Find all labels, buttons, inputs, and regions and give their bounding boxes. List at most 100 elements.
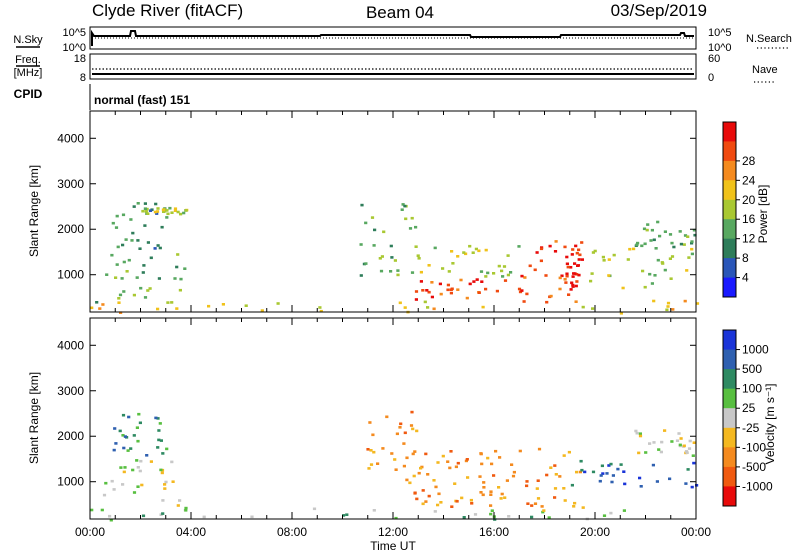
echo-cell [480, 462, 484, 466]
echo-cell [408, 481, 412, 485]
echo-cell [670, 440, 674, 443]
power-colorbar: 4 8 12 16 20 24 28 [722, 121, 756, 298]
echo-cell [146, 289, 150, 292]
echo-cell [683, 234, 688, 237]
echo-cell [692, 441, 696, 444]
echo-cell [369, 463, 374, 466]
echo-cell [571, 285, 575, 288]
y-tick-label: 4000 [57, 338, 84, 352]
echo-cell [609, 462, 613, 466]
echo-cell [430, 295, 434, 299]
echo-cell [221, 303, 225, 306]
echo-cell [342, 514, 346, 517]
echo-cell [411, 427, 415, 431]
echo-cell [389, 270, 393, 273]
echo-cell [115, 263, 119, 266]
echo-cell [695, 484, 699, 487]
echo-cell [411, 452, 415, 456]
colorbar-segment [723, 349, 736, 370]
echo-cell [433, 510, 437, 513]
echo-cell [635, 243, 639, 247]
echo-cell [425, 289, 429, 292]
echo-cell [499, 497, 503, 500]
echo-cell [695, 302, 700, 305]
echo-cell [369, 449, 373, 452]
echo-cell [607, 258, 611, 261]
y-tick-label: 3000 [57, 384, 84, 398]
echo-cell [131, 231, 135, 235]
echo-cell [573, 262, 577, 265]
echo-cell [138, 247, 142, 250]
echo-cell [612, 253, 616, 257]
echo-cell [547, 516, 551, 519]
echo-cell [402, 464, 406, 468]
colorbar-tick-label: 500 [742, 362, 762, 376]
echo-cell [484, 275, 488, 278]
echo-cell [450, 287, 454, 291]
echo-region [95, 253, 187, 304]
echo-cell [462, 251, 466, 254]
echo-cell [366, 448, 370, 451]
echo-cell [459, 278, 463, 282]
echo-cell [114, 226, 119, 229]
echo-cell [530, 504, 534, 507]
colorbar-tick-label: -1000 [742, 479, 773, 493]
echo-cell [497, 486, 501, 489]
echo-cell [570, 483, 574, 487]
echo-cell [563, 278, 567, 281]
echo-cell [449, 291, 453, 295]
echo-cell [403, 431, 407, 435]
echo-cell [663, 268, 667, 272]
colorbar-segment [723, 277, 736, 298]
echo-cell [436, 461, 440, 464]
echo-cell [553, 496, 557, 499]
echo-cell [129, 447, 133, 450]
echo-region [90, 299, 700, 315]
echo-cell [394, 516, 398, 520]
echo-cell [441, 454, 445, 458]
echo-cell [398, 426, 402, 429]
nsky-tick-top: 10^5 [62, 27, 86, 39]
echo-cell [160, 225, 164, 229]
echo-cell [104, 481, 108, 485]
echo-cell [548, 244, 552, 248]
echo-cell [622, 509, 626, 512]
echo-cell [479, 491, 483, 494]
echo-cell [581, 506, 585, 509]
echo-cell [652, 441, 656, 444]
echo-cell [539, 247, 544, 251]
echo-cell [447, 270, 451, 273]
echo-cell [565, 255, 569, 259]
nave-tick-bottom: 0 [708, 72, 714, 84]
echo-cell [359, 243, 363, 246]
echo-cell [651, 463, 655, 467]
echo-cell [436, 503, 440, 507]
echo-cell [558, 276, 562, 280]
echo-cell [517, 245, 521, 248]
echo-cell [432, 307, 436, 311]
freq-label: Freq. [15, 54, 41, 66]
echo-cell [154, 416, 158, 420]
echo-cell [156, 207, 160, 210]
date-title: 03/Sep/2019 [611, 1, 707, 20]
echo-cell [455, 500, 459, 503]
echo-cell [127, 415, 131, 419]
colorbar-tick-label: 25 [742, 401, 756, 415]
echo-region [359, 203, 421, 277]
velocity-x-axis [89, 318, 697, 519]
echo-cell [179, 277, 183, 281]
echo-cell [540, 505, 544, 508]
echo-cell [553, 487, 558, 490]
echo-cell [137, 412, 141, 416]
colorbar-segment [723, 447, 736, 468]
echo-cell [114, 276, 118, 279]
echo-region [413, 485, 507, 508]
time-tick-label: 00:00 [681, 525, 711, 539]
echo-cell [686, 235, 690, 238]
echo-cell [693, 233, 697, 237]
echo-cell [142, 264, 146, 267]
echo-cell [682, 444, 686, 448]
echo-cell [140, 483, 144, 487]
echo-cell [123, 466, 127, 469]
echo-cell [616, 467, 620, 471]
